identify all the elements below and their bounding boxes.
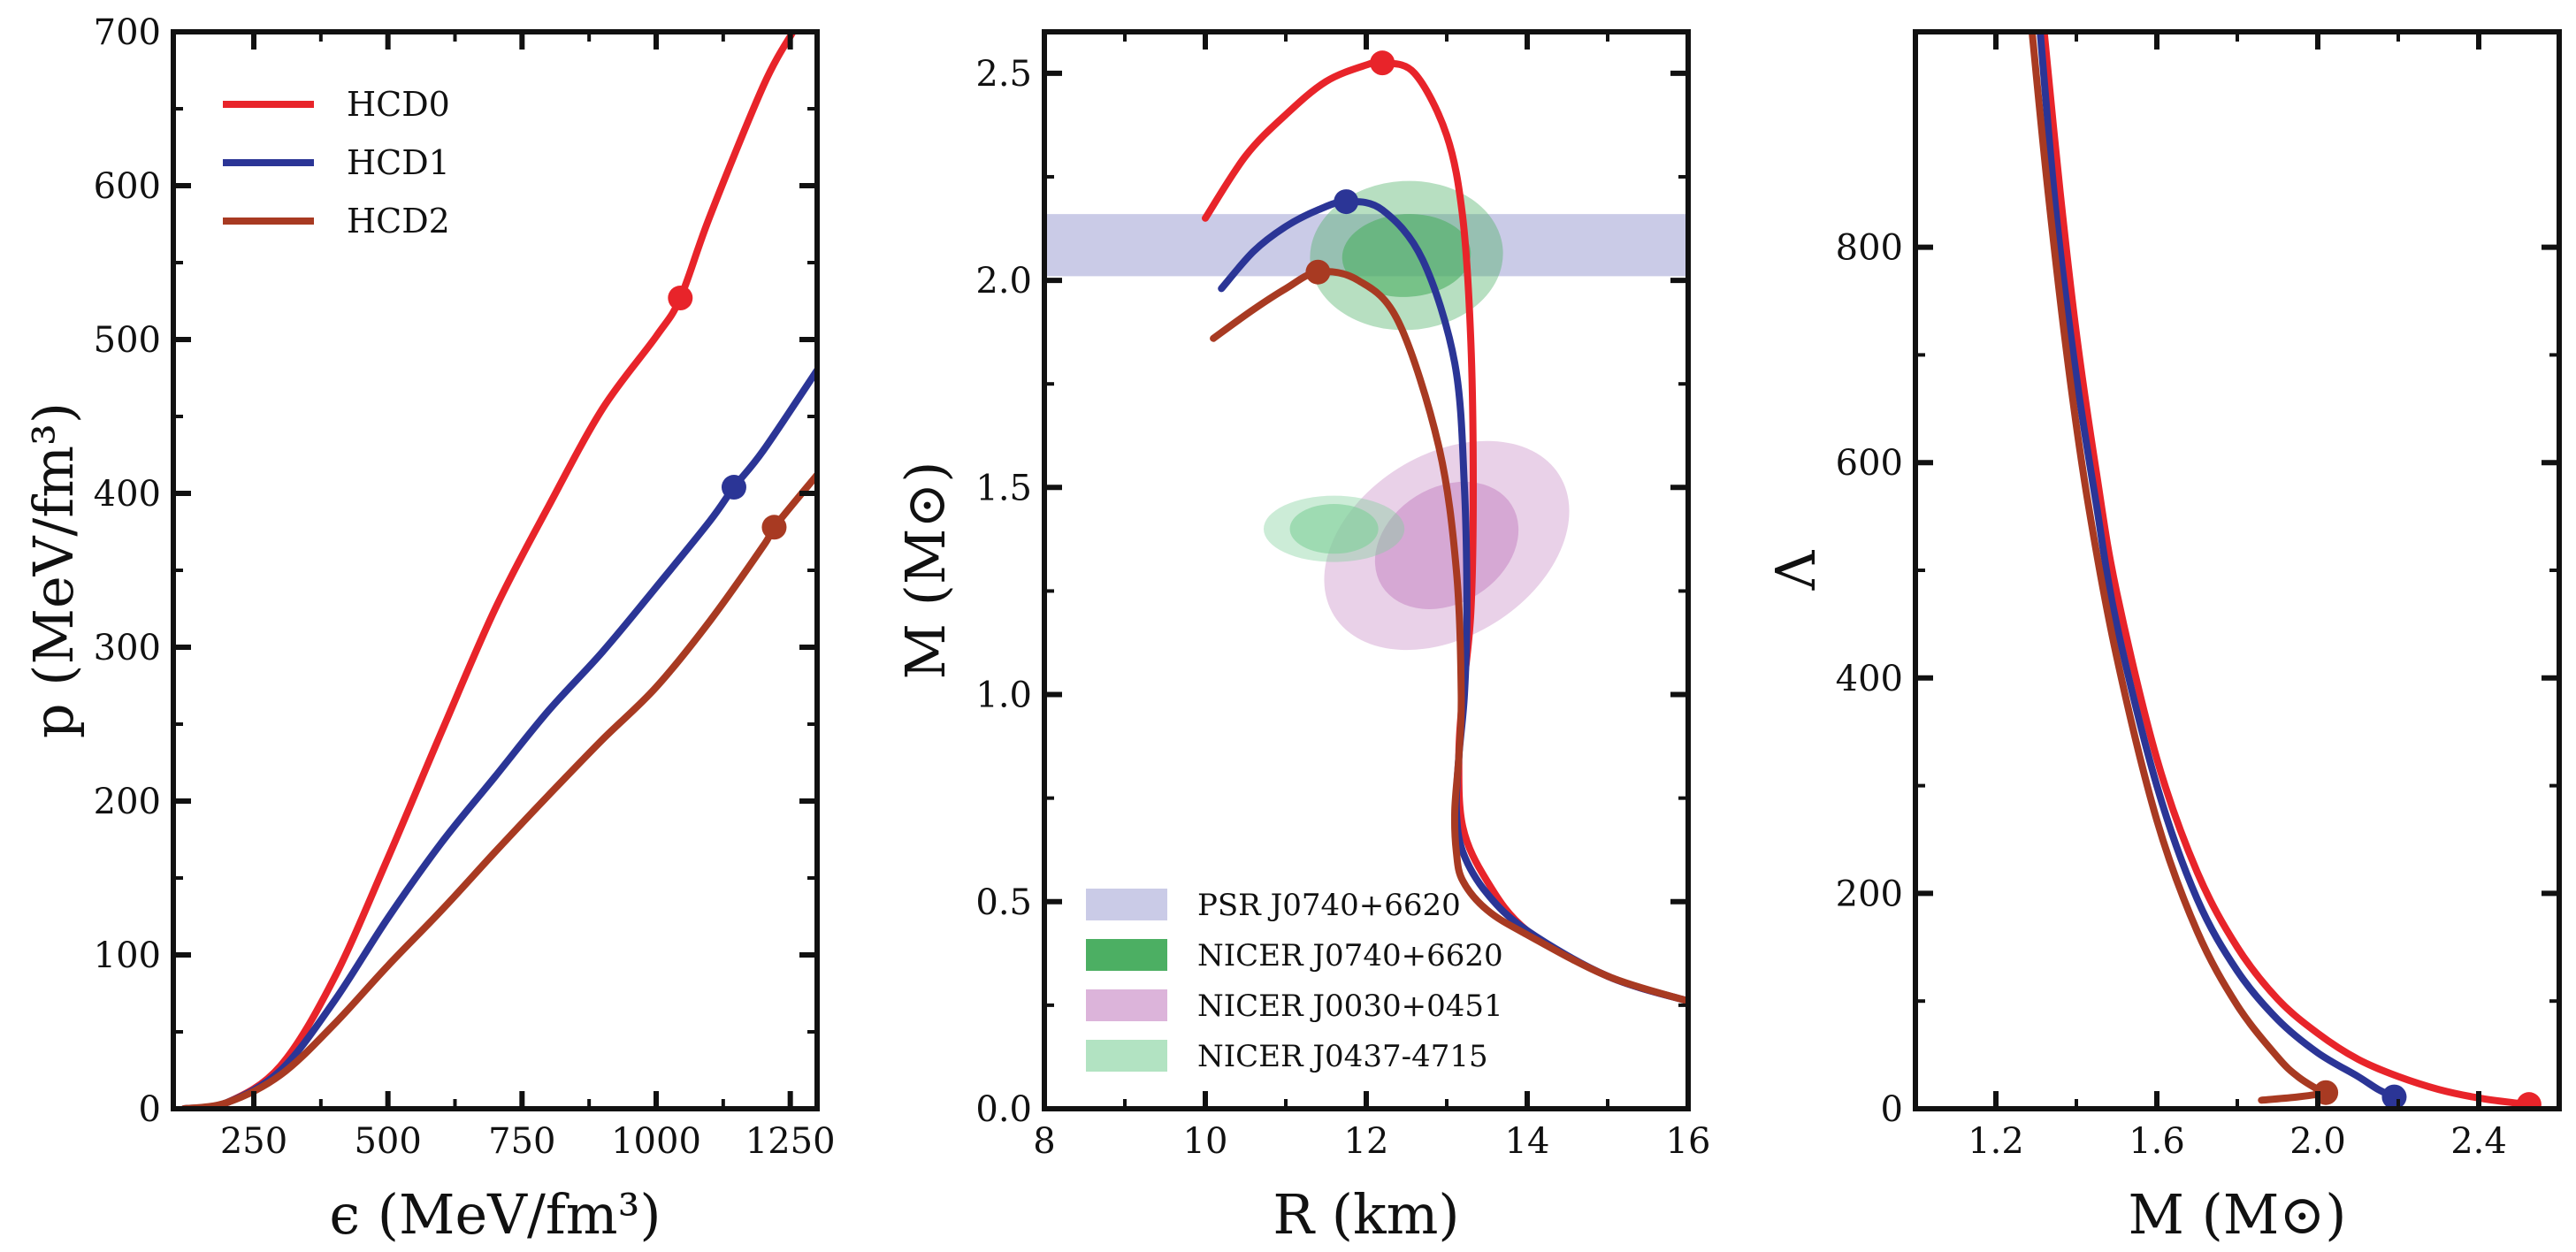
panel-eos: 250 500 750 1000 12500100200300400500600700 … [21,12,836,1247]
mr-ytick-label: 2.5 [975,54,1032,95]
mr-legend-label: NICER J0437-4715 [1197,1039,1488,1074]
mr-ytick-label: 0.0 [975,1089,1032,1130]
mr-ytick-label: 0.5 [975,882,1032,923]
tidal-series-hcd2 [2028,32,2331,1104]
mr-constraint-nicer-j0740-6620-inner [1342,214,1471,297]
tidal-xtick-label: 2.0 [2289,1121,2346,1162]
mr-xlabel: R (km) [1273,1182,1459,1247]
mr-series-hcd1 [1218,198,1688,1005]
tidal-plot-area [2028,32,2542,1109]
mr-legend: PSR J0740+6620 NICER J0740+6620 NICER J003… [1086,888,1503,1074]
eos-xtick-label: 1000 [611,1121,701,1162]
mr-legend-label: NICER J0030+0451 [1197,989,1503,1024]
eos-ytick-label: 200 [94,782,161,822]
tidal-xtick-label: 2.4 [2450,1121,2507,1162]
eos-legend-label-hcd1: HCD1 [347,143,450,182]
eos-ticks: 250 500 750 1000 1250 0 100 200 300 400 500 600 700 [94,12,836,1162]
tidal-series-hcd1 [2037,32,2398,1101]
mr-frame [1042,29,1691,1111]
tidal-ytick-label: 600 [1836,443,1903,484]
eos-ytick-label: 700 [94,12,161,53]
tidal-ytick-label: 0 [1881,1089,1903,1130]
eos-plot-area [180,32,817,1109]
mr-constraint-nicer-j0437-4715-inner [1289,504,1379,554]
tidal-max-point-hcd1 [2381,1084,2407,1109]
mr-xtick-label: 8 [1033,1121,1055,1162]
eos-legend: HCD0 HCD1 HCD2 [223,85,450,240]
tidal-ylabel: Λ [1763,549,1828,591]
tidal-frame [1913,29,2562,1111]
mr-legend-swatch [1086,989,1167,1021]
mr-ytick-label: 1.0 [975,676,1032,716]
eos-xtick-label: 750 [488,1121,555,1162]
mr-legend-label: NICER J0740+6620 [1197,938,1503,973]
eos-ylabel: p (MeV/fm³) [21,402,86,738]
mr-legend-swatch [1086,889,1167,920]
mr-max-point-hcd2 [1305,259,1331,285]
mr-xtick-label: 12 [1344,1121,1389,1162]
eos-xlabel: ϵ (MeV/fm³) [329,1182,661,1247]
eos-series-hcd1 [180,366,817,1109]
eos-legend-label-hcd2: HCD2 [347,202,450,240]
tidal-xtick-label: 1.6 [2129,1121,2185,1162]
panel-mass-radius: 8 10 12 14 16 0.0 0.5 1.0 1.5 2.0 2.5 R (km) M (M⊙… [893,29,1711,1247]
eos-legend-label-hcd0: HCD0 [347,85,450,124]
mr-legend-swatch [1086,939,1167,971]
eos-xtick-label: 250 [220,1121,287,1162]
eos-max-point-hcd2 [761,515,787,540]
mr-legend-label: PSR J0740+6620 [1197,888,1461,923]
mr-max-point-hcd0 [1370,50,1395,76]
tidal-ytick-label: 800 [1836,228,1903,269]
tidal-ytick-label: 400 [1836,659,1903,699]
mr-ytick-label: 2.0 [975,261,1032,302]
tidal-series-hcd0 [2040,32,2533,1109]
tidal-xtick-label: 1.2 [1968,1121,2024,1162]
eos-max-point-hcd1 [721,475,746,500]
mr-series-hcd0 [1202,58,1688,1005]
mr-constraint-nicer-j0030-0451-inner [1374,481,1519,609]
panel-tidal: 1.2 1.6 2.0 2.4 0 200 400 600 800 M (M⊙) Λ [1763,29,2562,1247]
eos-ytick-label: 0 [139,1089,161,1130]
mr-xtick-label: 16 [1666,1121,1711,1162]
tidal-xlabel: M (M⊙) [2128,1182,2346,1247]
mr-max-point-hcd1 [1334,189,1359,215]
eos-xtick-label: 1250 [745,1121,836,1162]
eos-series-hcd0 [180,32,797,1109]
eos-ytick-label: 600 [94,166,161,207]
eos-frame [171,29,820,1111]
mr-xtick-label: 14 [1505,1121,1550,1162]
mr-xtick-label: 10 [1183,1121,1228,1162]
tidal-max-point-hcd0 [2516,1092,2542,1109]
mr-plot-area [1044,50,1688,1005]
eos-xtick-label: 500 [354,1121,421,1162]
mr-legend-swatch [1086,1040,1167,1072]
eos-ytick-label: 300 [94,628,161,668]
eos-series-hcd2 [180,471,817,1109]
tidal-ticks: 1.2 1.6 2.0 2.4 0 200 400 600 800 [1836,32,2559,1162]
eos-ytick-label: 400 [94,474,161,515]
mr-ylabel: M (M⊙) [893,461,958,679]
eos-ytick-label: 500 [94,320,161,361]
mr-ytick-label: 1.5 [975,468,1032,508]
eos-max-point-hcd0 [668,286,693,311]
tidal-ytick-label: 200 [1836,874,1903,914]
eos-ytick-label: 100 [94,935,161,976]
